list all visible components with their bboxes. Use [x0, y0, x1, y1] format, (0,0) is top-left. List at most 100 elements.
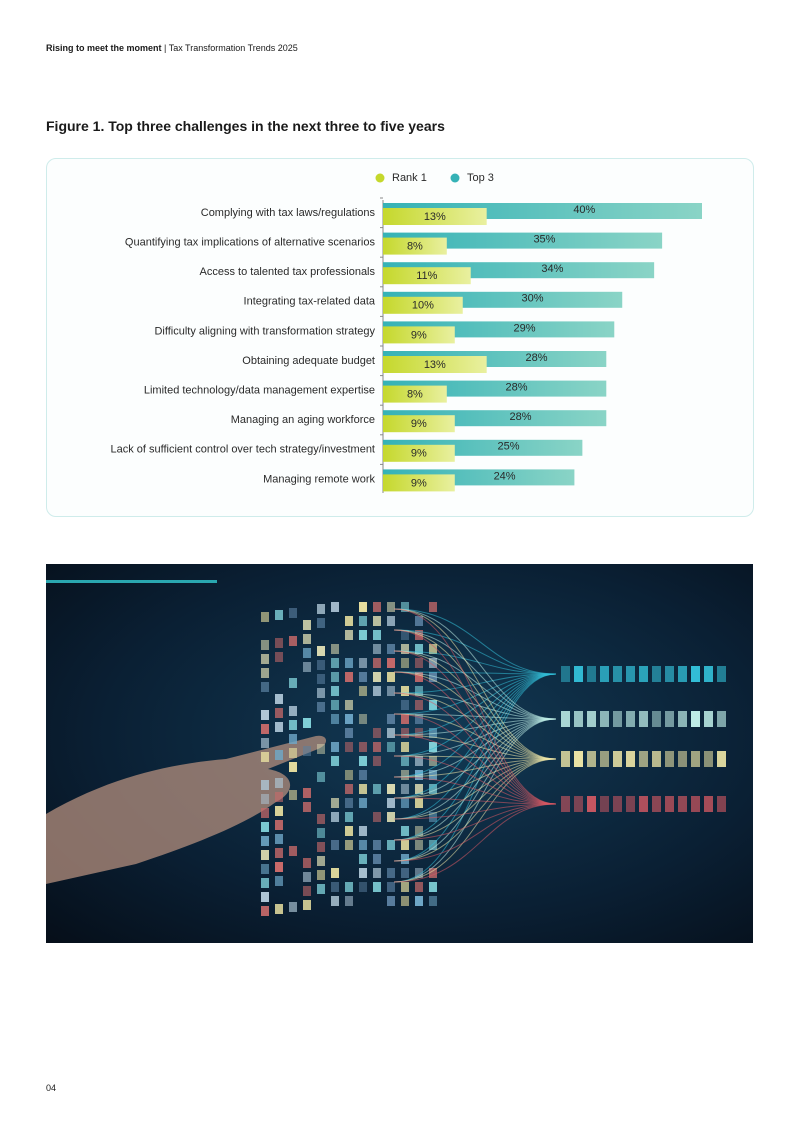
data-tile — [373, 630, 381, 640]
data-tile — [359, 840, 367, 850]
data-tile — [373, 756, 381, 766]
data-tile — [261, 738, 269, 748]
data-tile — [717, 751, 726, 767]
data-tile — [717, 666, 726, 682]
data-curve — [393, 650, 557, 720]
accent-line — [46, 580, 217, 583]
data-tile — [401, 714, 409, 724]
data-tile — [317, 828, 325, 838]
bar-rank1 — [383, 356, 487, 373]
data-tile — [387, 602, 395, 612]
value-label: 9% — [411, 448, 427, 460]
data-tile — [359, 672, 367, 682]
data-tile — [261, 752, 269, 762]
data-tile — [401, 826, 409, 836]
data-tile — [275, 750, 283, 760]
data-tile — [429, 812, 437, 822]
data-tile — [429, 784, 437, 794]
data-tile — [331, 602, 339, 612]
data-tile — [359, 616, 367, 626]
data-tile — [387, 644, 395, 654]
data-tile — [387, 742, 395, 752]
value-label: 9% — [411, 418, 427, 430]
data-tile — [261, 836, 269, 846]
data-tile — [345, 812, 353, 822]
data-tile — [665, 751, 674, 767]
data-tile — [261, 724, 269, 734]
data-curve — [393, 734, 557, 760]
data-curve — [393, 758, 557, 778]
data-tile — [401, 854, 409, 864]
data-tile — [387, 616, 395, 626]
value-label: 24% — [494, 470, 516, 482]
data-tile — [261, 710, 269, 720]
data-tile — [429, 868, 437, 878]
data-tile — [401, 896, 409, 906]
data-tile — [373, 686, 381, 696]
data-tile — [331, 882, 339, 892]
data-tile — [261, 822, 269, 832]
data-tile — [331, 756, 339, 766]
category-label: Obtaining adequate budget — [242, 355, 375, 367]
data-curve — [393, 650, 557, 760]
data-tile — [275, 708, 283, 718]
data-tile — [275, 610, 283, 620]
data-tile — [401, 630, 409, 640]
data-curve — [393, 797, 557, 805]
data-tile — [303, 886, 311, 896]
data-tile — [359, 602, 367, 612]
data-tile — [303, 872, 311, 882]
data-curve — [393, 650, 557, 675]
data-tile — [345, 616, 353, 626]
data-tile — [613, 711, 622, 727]
data-tile — [331, 868, 339, 878]
data-tile — [652, 751, 661, 767]
data-tile — [303, 620, 311, 630]
data-tile — [275, 848, 283, 858]
data-tile — [373, 882, 381, 892]
data-tile — [373, 868, 381, 878]
data-curve — [393, 671, 557, 675]
data-tile — [678, 796, 687, 812]
data-tile — [613, 796, 622, 812]
data-tile — [561, 751, 570, 767]
data-tile — [387, 728, 395, 738]
data-tile — [429, 840, 437, 850]
data-tile — [678, 751, 687, 767]
data-tile — [373, 812, 381, 822]
data-curve — [393, 718, 557, 883]
data-tile — [317, 604, 325, 614]
bar-rank1 — [383, 385, 447, 403]
value-label: 28% — [525, 352, 547, 364]
data-tile — [373, 728, 381, 738]
data-tile — [331, 742, 339, 752]
data-tile — [574, 796, 583, 812]
value-label: 8% — [407, 241, 423, 253]
value-label: 29% — [514, 322, 536, 334]
data-tile — [704, 796, 713, 812]
value-label: 9% — [411, 329, 427, 341]
data-tile — [303, 662, 311, 672]
data-tile — [345, 770, 353, 780]
data-tile — [359, 784, 367, 794]
data-tile — [429, 756, 437, 766]
data-tile — [317, 870, 325, 880]
data-tile — [331, 658, 339, 668]
data-tile — [261, 864, 269, 874]
data-tile — [387, 868, 395, 878]
running-header: Rising to meet the moment | Tax Transfor… — [46, 43, 298, 53]
data-curve — [393, 755, 557, 805]
data-tile — [317, 884, 325, 894]
data-tile — [289, 846, 297, 856]
data-tile — [359, 714, 367, 724]
value-label: 11% — [416, 270, 437, 282]
data-tile — [415, 826, 423, 836]
data-tile — [561, 666, 570, 682]
data-tile — [331, 812, 339, 822]
data-tile — [331, 700, 339, 710]
data-tile — [704, 666, 713, 682]
data-tile — [613, 666, 622, 682]
data-tile — [704, 711, 713, 727]
data-tile — [600, 751, 609, 767]
